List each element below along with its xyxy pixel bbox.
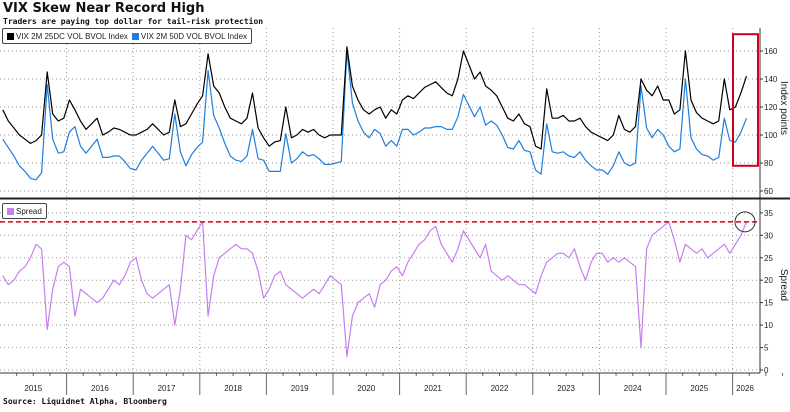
legend-swatch-purple bbox=[7, 207, 14, 215]
y-tick-label: 5 bbox=[764, 344, 769, 353]
x-tick-label: 2024 bbox=[624, 384, 642, 393]
y-tick-label: 30 bbox=[764, 231, 773, 240]
series-line-50d bbox=[2, 50, 748, 181]
highlight-circle bbox=[734, 211, 756, 233]
x-tick-label: 2016 bbox=[91, 384, 109, 393]
x-tick-label: 2015 bbox=[24, 384, 42, 393]
x-tick-label: 2018 bbox=[224, 384, 242, 393]
x-tick-label: 2022 bbox=[491, 384, 509, 393]
legend-item-50d: VIX 2M 50D VOL BVOL Index bbox=[131, 31, 248, 41]
legend-label: Spread bbox=[16, 206, 42, 216]
chart-subtitle: Traders are paying top dollar for tail-r… bbox=[3, 17, 264, 26]
x-tick-label: 2019 bbox=[291, 384, 309, 393]
y-tick-label: 80 bbox=[764, 159, 773, 168]
x-tick-label: 2017 bbox=[158, 384, 176, 393]
x-tick-label: 2021 bbox=[424, 384, 442, 393]
y-tick-label: 0 bbox=[764, 366, 769, 375]
y-tick-label: 60 bbox=[764, 187, 773, 196]
y-tick-label: 35 bbox=[764, 209, 773, 218]
annotations bbox=[0, 33, 760, 233]
y-tick-label: 120 bbox=[764, 103, 778, 112]
y-tick-label: 15 bbox=[764, 299, 773, 308]
legend-swatch-blue bbox=[131, 32, 139, 40]
y-tick-label: 140 bbox=[764, 75, 778, 84]
source-note: Source: Liquidnet Alpha, Bloomberg bbox=[3, 397, 167, 406]
legend-swatch-black bbox=[7, 32, 14, 40]
chart-title: VIX Skew Near Record High bbox=[3, 1, 205, 16]
y-tick-label: 10 bbox=[764, 321, 773, 330]
y-tick-label: 20 bbox=[764, 276, 773, 285]
highlight-box bbox=[732, 33, 759, 167]
y-axis-title-bottom: Spread bbox=[778, 269, 789, 301]
y-tick-label: 100 bbox=[764, 131, 778, 140]
legend-item-spread: Spread bbox=[7, 207, 42, 216]
series-line-spread bbox=[2, 221, 748, 358]
legend-item-25dc: VIX 2M 25DC VOL BVOL Index bbox=[7, 32, 128, 41]
top-legend: VIX 2M 25DC VOL BVOL Index VIX 2M 50D VO… bbox=[2, 28, 253, 44]
gridlines bbox=[0, 28, 760, 372]
x-tick-label: 2020 bbox=[357, 384, 375, 393]
x-tick-label: 2026 bbox=[736, 384, 754, 393]
x-tick-label: 2023 bbox=[557, 384, 575, 393]
bottom-legend: Spread bbox=[2, 203, 47, 219]
series-line-25dc bbox=[2, 46, 748, 150]
y-tick-label: 25 bbox=[764, 254, 773, 263]
series-lines bbox=[2, 46, 748, 358]
legend-label: VIX 2M 25DC VOL BVOL Index bbox=[16, 31, 128, 41]
y-axis-title-top: Index points bbox=[778, 81, 789, 135]
y-tick-label: 160 bbox=[764, 47, 778, 56]
x-tick-label: 2025 bbox=[690, 384, 708, 393]
legend-label: VIX 2M 50D VOL BVOL Index bbox=[140, 31, 248, 41]
